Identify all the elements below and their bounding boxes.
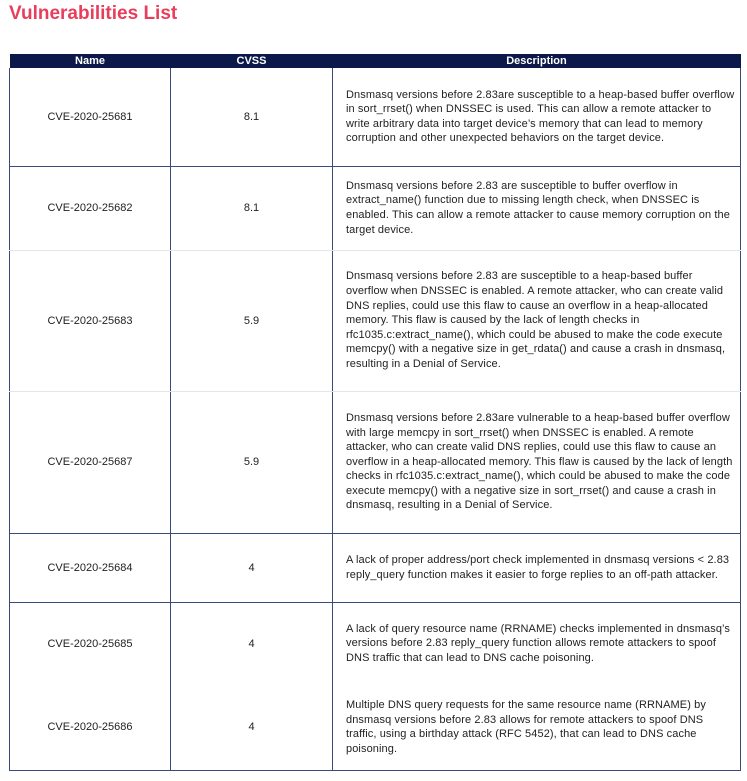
cve-name: CVE-2020-25682 — [9, 166, 171, 251]
vulnerabilities-table: Name CVSS Description CVE-2020-25681 8.1… — [9, 54, 741, 771]
cvss-score: 5.9 — [170, 391, 333, 534]
table-row: CVE-2020-25684 4 A lack of proper addres… — [9, 533, 741, 603]
table-row: CVE-2020-25686 4 Multiple DNS query requ… — [9, 685, 741, 771]
cvss-score: 4 — [170, 533, 333, 603]
cve-description: Dnsmasq versions before 2.83 are suscept… — [332, 250, 741, 392]
cve-description: A lack of proper address/port check impl… — [332, 533, 741, 603]
cvss-score: 4 — [170, 602, 333, 685]
cvss-score: 8.1 — [170, 166, 333, 251]
cve-description: A lack of query resource name (RRNAME) c… — [332, 602, 741, 685]
cve-description: Dnsmasq versions before 2.83are suscepti… — [332, 68, 741, 167]
cvss-score: 8.1 — [170, 68, 333, 167]
page-title: Vulnerabilities List — [9, 3, 178, 24]
cve-description: Dnsmasq versions before 2.83 are suscept… — [332, 166, 741, 251]
column-header-description: Description — [332, 54, 741, 68]
column-header-cvss: CVSS — [170, 54, 333, 68]
cve-name: CVE-2020-25685 — [9, 602, 171, 685]
cvss-score: 5.9 — [170, 250, 333, 392]
table-row: CVE-2020-25683 5.9 Dnsmasq versions befo… — [9, 250, 741, 392]
table-header-row: Name CVSS Description — [9, 54, 741, 68]
table-row: CVE-2020-25685 4 A lack of query resourc… — [9, 602, 741, 685]
cve-name: CVE-2020-25686 — [9, 685, 171, 771]
cve-description: Multiple DNS query requests for the same… — [332, 685, 741, 771]
cve-description: Dnsmasq versions before 2.83are vulnerab… — [332, 391, 741, 534]
column-header-name: Name — [9, 54, 171, 68]
cve-name: CVE-2020-25683 — [9, 250, 171, 392]
cve-name: CVE-2020-25684 — [9, 533, 171, 603]
table-row: CVE-2020-25681 8.1 Dnsmasq versions befo… — [9, 68, 741, 167]
cve-name: CVE-2020-25687 — [9, 391, 171, 534]
cvss-score: 4 — [170, 685, 333, 771]
cve-name: CVE-2020-25681 — [9, 68, 171, 167]
table-row: CVE-2020-25687 5.9 Dnsmasq versions befo… — [9, 391, 741, 534]
table-row: CVE-2020-25682 8.1 Dnsmasq versions befo… — [9, 166, 741, 251]
